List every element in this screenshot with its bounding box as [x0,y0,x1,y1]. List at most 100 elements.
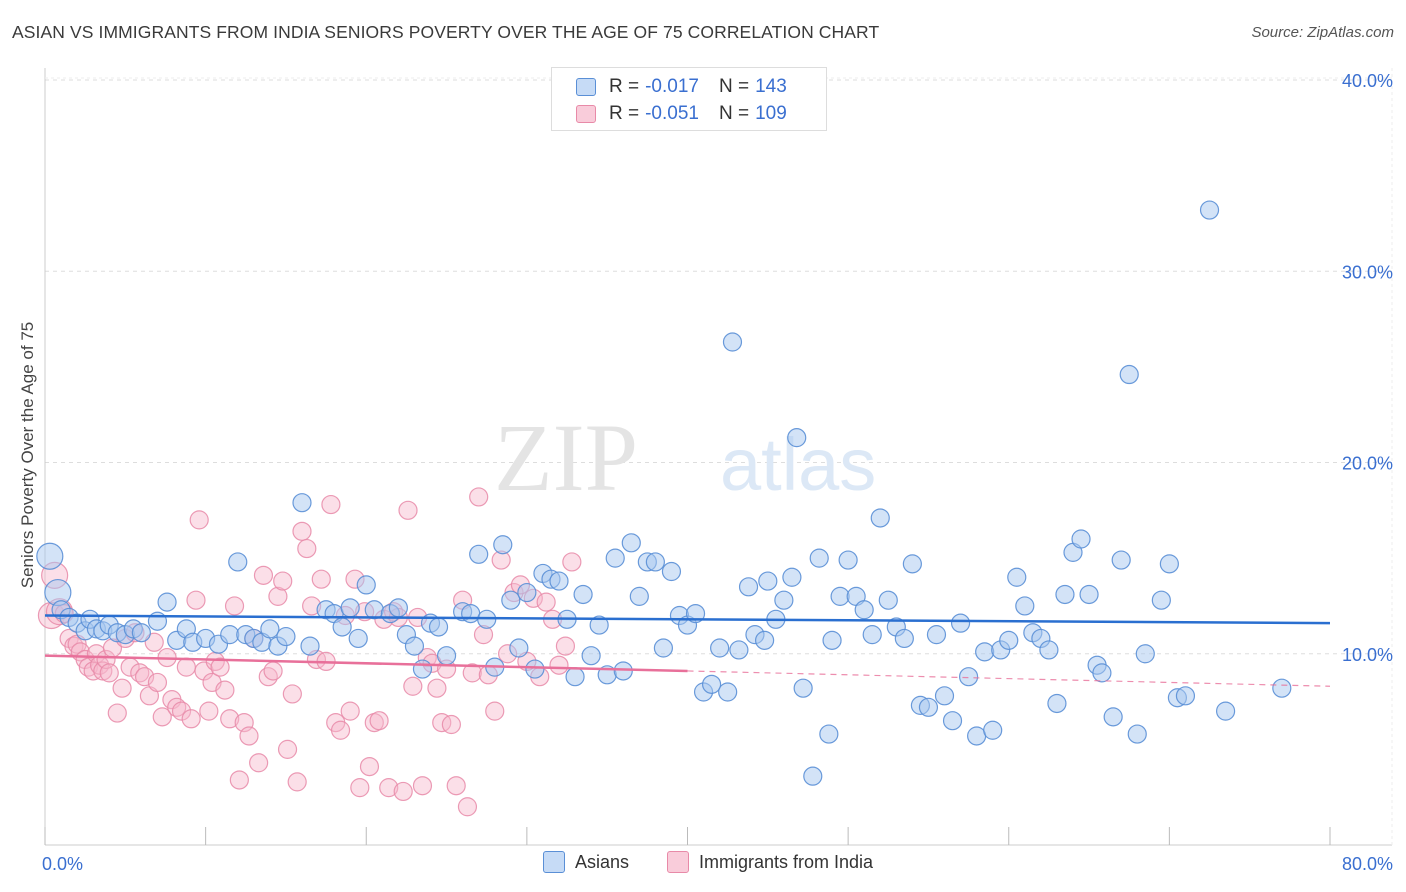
india-point [263,661,283,681]
india-point [330,720,351,740]
asian-point [685,603,706,624]
india-point [210,657,230,677]
india-point [441,714,461,735]
legend-r-label: R = [609,103,640,124]
asian-point [819,724,839,744]
india-point [239,726,259,746]
asian-point [525,659,545,679]
asian-point [340,598,360,618]
correlation-legend: R = -0.017 N = 143 R = -0.051 N = 109 [551,67,827,131]
legend-swatch-india [576,105,596,123]
asian-point [613,661,633,681]
india-point [393,781,413,802]
india-point [181,709,201,729]
asian-point [1007,567,1027,587]
legend-n-value: 109 [755,103,787,124]
asian-point [412,659,433,679]
asian-point [549,571,569,591]
asian-point [509,638,529,658]
asian-point [517,582,537,603]
india-point [229,770,249,790]
asian-point [782,567,802,587]
asian-point [276,626,296,647]
trend-lines [44,614,1331,687]
india-point [99,663,119,683]
watermark-zip: ZIP [494,404,638,511]
india-point [277,739,298,759]
india-trend-line [44,654,688,673]
asian-point [428,617,449,637]
asian-point [1119,364,1139,385]
asian-point [958,667,979,687]
asian-point [1175,686,1196,706]
asian-point [902,554,922,574]
asian-point [300,636,320,656]
asian-point [710,638,730,658]
india-point [412,776,433,796]
asian-point [332,617,352,637]
asian-point [838,550,858,570]
asian-point [469,544,489,564]
asian-point [975,642,995,662]
asian-point [1092,663,1112,683]
india-point [268,586,288,606]
india-point [282,684,302,704]
asian-point [589,615,609,635]
asian-point [983,720,1003,740]
asian-point [1015,596,1035,616]
asian-point [999,630,1019,650]
asian-point [573,584,593,605]
legend-label-india: Immigrants from India [699,851,874,872]
y-tick-label: 10.0% [1342,645,1393,665]
india-point [220,709,240,729]
asian-point [926,625,947,645]
asian-point [565,667,585,687]
asian-point [1159,554,1179,574]
asian-point [220,625,240,645]
tick-labels: 10.0% 20.0% 30.0% 40.0% 0.0% 80.0% [42,71,1393,874]
legend-r-value: -0.051 [645,103,699,124]
asian-point [501,590,521,610]
asian-point [1215,701,1236,721]
y-tick-label: 40.0% [1342,71,1393,91]
asian-point [645,552,665,572]
asian-point [787,428,807,448]
legend-item-india: Immigrants from India [667,851,873,873]
asian-point [493,535,513,555]
legend-item-asians: Asians [543,851,629,873]
asian-point [1272,678,1292,698]
asian-point [738,577,759,597]
india-point [536,592,556,612]
india-point [340,701,360,721]
asian-point [793,678,813,698]
asian-point [388,598,408,618]
asian-point [260,619,280,639]
asian-point [621,533,641,553]
asian-point [950,613,971,633]
india-point [287,772,307,792]
asian-point [436,646,457,666]
asian-point [1151,590,1171,610]
y-tick-label: 30.0% [1342,262,1393,282]
asian-point [822,630,842,650]
asian-point [404,636,425,656]
india-point [462,663,482,683]
legend-row-asians: R = -0.017 N = 143 [576,74,787,100]
asian-point [1079,584,1099,605]
india-point [427,678,447,698]
legend-r-label: R = [609,76,640,97]
asian-point [653,638,674,658]
india-point [297,538,317,559]
x-tick-label: 0.0% [42,854,83,874]
legend-n-label: N = [718,103,750,124]
asian-point [36,542,64,570]
asian-point [292,493,312,513]
asian-point [1111,550,1131,570]
india-point [273,571,293,591]
asian-point [605,548,625,568]
asian-point [364,600,384,620]
legend-label-asians: Asians [575,851,630,872]
india-point [112,678,132,698]
india-point [144,632,164,652]
asian-point [348,628,368,649]
